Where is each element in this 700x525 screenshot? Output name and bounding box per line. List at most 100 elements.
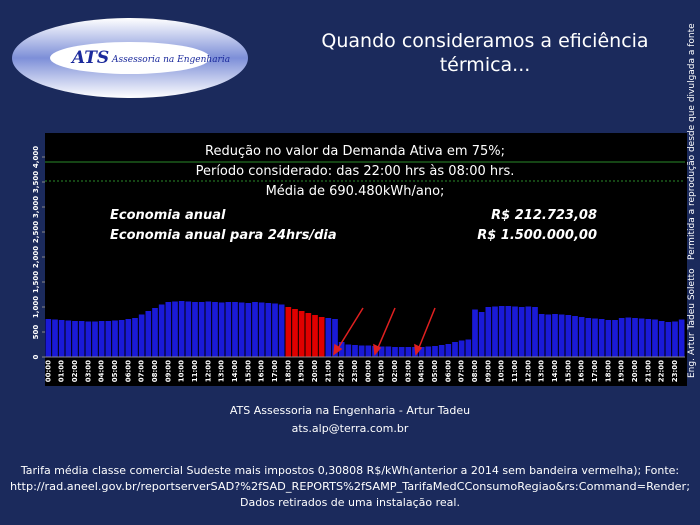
bar: [492, 306, 498, 357]
savings-label: Economia anual para 24hrs/dia: [110, 228, 337, 243]
bar: [412, 347, 418, 357]
bar: [285, 307, 292, 357]
x-tick-label: 16:00: [578, 360, 586, 382]
bar: [85, 321, 92, 357]
bar: [205, 301, 212, 357]
x-tick-label: 19:00: [618, 360, 626, 382]
bar: [565, 315, 572, 357]
x-tick-label: 22:00: [338, 360, 346, 382]
bar: [92, 321, 98, 357]
bar: [592, 318, 598, 357]
savings-label: Economia anual: [110, 208, 226, 223]
bar: [265, 303, 272, 357]
logo-band: [50, 42, 210, 74]
bar: [52, 319, 58, 357]
bar: [158, 304, 165, 357]
bar: [385, 346, 392, 357]
savings-value: R$ 212.723,08: [491, 208, 597, 223]
x-tick-label: 11:00: [191, 360, 199, 382]
bar: [518, 307, 525, 357]
bar: [105, 321, 112, 357]
annotation: Período considerado: das 22:00 hrs às 08…: [196, 164, 515, 179]
y-tick-label: 2,500: [32, 221, 40, 243]
bar: [618, 318, 625, 357]
x-tick-label: 05:00: [431, 360, 439, 382]
footer-line: Tarifa média classe comercial Sudeste ma…: [20, 464, 679, 477]
bar: [192, 302, 198, 357]
bar: [118, 320, 125, 357]
x-tick-label: 04:00: [98, 360, 106, 382]
bar: [505, 306, 512, 357]
bar: [232, 302, 238, 357]
bar: [98, 321, 105, 357]
x-tick-label: 23:00: [671, 360, 679, 382]
bar: [452, 342, 458, 357]
x-tick-label: 16:00: [258, 360, 266, 382]
y-tick-label: 0: [32, 354, 40, 359]
bar: [532, 307, 538, 357]
bar: [398, 347, 405, 357]
x-tick-label: 04:00: [418, 360, 426, 382]
bar: [478, 312, 485, 357]
x-tick-label: 06:00: [444, 360, 452, 382]
bar: [152, 308, 158, 357]
x-tick-label: 15:00: [564, 360, 572, 382]
bar: [652, 319, 658, 357]
bar: [112, 320, 118, 357]
arrows: [333, 307, 436, 356]
y-tick-label: 1,500: [32, 271, 40, 293]
bar: [45, 319, 52, 357]
bar: [258, 302, 265, 357]
bar: [472, 309, 478, 357]
bar: [418, 347, 425, 357]
bar: [485, 307, 492, 357]
bar: [432, 346, 438, 357]
bar: [665, 322, 672, 357]
bar: [185, 301, 192, 357]
bar: [78, 321, 85, 357]
y-tick-label: 4,000: [32, 146, 40, 168]
bar: [298, 311, 305, 357]
x-tick-label: 10:00: [178, 360, 186, 382]
bar: [58, 320, 65, 357]
x-tick-label: 08:00: [471, 360, 479, 382]
x-tick-label: 06:00: [124, 360, 132, 382]
x-tick-label: 18:00: [284, 360, 292, 382]
x-tick-label: 11:00: [511, 360, 519, 382]
bar: [498, 306, 505, 357]
bar: [605, 320, 612, 357]
x-tick-label: 20:00: [631, 360, 639, 382]
bar: [585, 318, 592, 357]
bar: [438, 345, 445, 357]
y-tick-label: 2,000: [32, 246, 40, 268]
y-tick-label: 1,000: [32, 296, 40, 318]
bar: [625, 317, 632, 357]
bar: [558, 314, 565, 357]
x-tick-label: 15:00: [244, 360, 252, 382]
bar: [445, 344, 452, 357]
bar: [638, 318, 645, 357]
bar: [252, 302, 258, 357]
x-tick-label: 03:00: [84, 360, 92, 382]
bar: [278, 304, 285, 357]
bar: [572, 316, 578, 357]
bar: [272, 303, 278, 357]
copyright-note: Permitida a reprodução desde que divulga…: [687, 23, 697, 260]
x-tick-label: 14:00: [551, 360, 559, 382]
bar: [305, 313, 312, 357]
x-tick-label: 01:00: [378, 360, 386, 382]
x-tick-label: 02:00: [391, 360, 399, 382]
x-tick-label: 14:00: [231, 360, 239, 382]
bar: [678, 319, 685, 357]
x-tick-label: 20:00: [311, 360, 319, 382]
bar: [212, 302, 218, 357]
x-tick-label: 13:00: [218, 360, 226, 382]
bar: [125, 319, 132, 357]
x-tick-label: 07:00: [138, 360, 146, 382]
bar: [465, 339, 472, 357]
bar: [332, 319, 338, 357]
x-tick-label: 03:00: [404, 360, 412, 382]
bar: [358, 345, 365, 357]
logo-mark: ATS: [70, 48, 109, 68]
x-tick-label: 12:00: [204, 360, 212, 382]
